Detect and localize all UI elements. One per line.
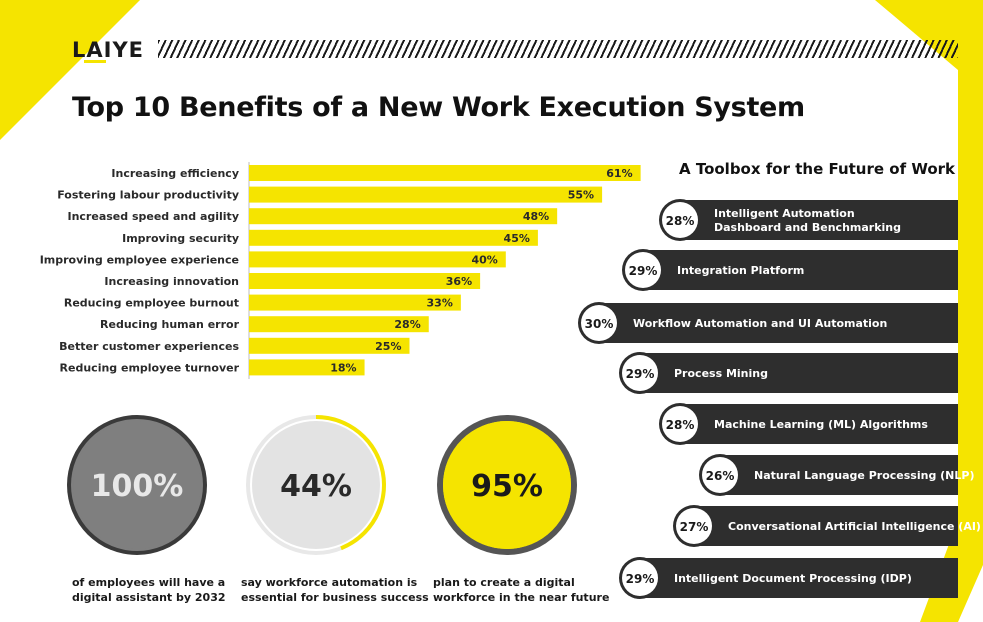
corner-stripe-top-left: [0, 0, 140, 140]
bar-value-label: 36%: [446, 275, 472, 288]
toolbox-title: A Toolbox for the Future of Work: [679, 160, 956, 178]
toolbox-percent-badge: [625, 252, 661, 288]
toolbox-percent-badge: [622, 355, 658, 391]
stat-caption-line: digital assistant by 2032: [72, 591, 226, 604]
bar-category-label: Reducing human error: [100, 318, 240, 331]
stat-value-label: 44%: [280, 469, 352, 504]
toolbox-percent-label: 30%: [585, 317, 614, 331]
bar: [249, 251, 506, 268]
bar: [249, 229, 538, 246]
toolbox-bar: [680, 404, 958, 444]
stat-value-label: 100%: [91, 469, 184, 504]
stat-caption-1: say workforce automation is essential fo…: [241, 575, 429, 605]
toolbox-item-label: Conversational Artificial Intelligence (…: [728, 520, 981, 533]
bar-category-label: Improving employee experience: [40, 253, 239, 266]
toolbox-percent-badge: [676, 508, 712, 544]
toolbox-percent-label: 29%: [626, 367, 655, 381]
toolbox-item-label: Workflow Automation and UI Automation: [633, 317, 887, 330]
toolbox-item-label: Natural Language Processing (NLP): [754, 469, 974, 482]
stat-caption-line: say workforce automation is: [241, 576, 418, 589]
bar: [249, 273, 481, 289]
toolbox-percent-badge: [662, 406, 698, 442]
stat-caption-line: essential for business success: [241, 591, 429, 604]
bar-category-label: Increasing innovation: [104, 275, 239, 288]
toolbox-bar: [599, 303, 958, 343]
stat-donut-center: [252, 421, 380, 549]
toolbox-item-label: Machine Learning (ML) Algorithms: [714, 418, 928, 431]
page-title: Top 10 Benefits of a New Work Execution …: [72, 92, 805, 123]
toolbox-percent-label: 28%: [666, 214, 695, 228]
bar-category-label: Reducing employee burnout: [64, 297, 239, 310]
bar-category-label: Improving security: [122, 232, 239, 245]
toolbox-bar: [720, 455, 958, 495]
toolbox-percent-label: 29%: [629, 264, 658, 278]
bar: [249, 208, 558, 225]
stat-donut-center: [73, 421, 201, 549]
bar: [249, 186, 603, 203]
bar-value-label: 45%: [504, 232, 530, 245]
bar-value-label: 55%: [568, 189, 594, 202]
bar-value-label: 18%: [330, 361, 356, 374]
toolbox-item-label: Intelligent Automation: [714, 207, 855, 220]
stat-donut-center: [443, 421, 571, 549]
stat-caption-line: plan to create a digital: [433, 576, 575, 589]
stat-caption-line: of employees will have a: [72, 576, 226, 589]
bar-value-label: 48%: [523, 210, 549, 223]
toolbox-percent-label: 29%: [626, 572, 655, 586]
bar: [249, 294, 461, 311]
toolbox-bar: [640, 558, 958, 598]
bar-category-label: Reducing employee turnover: [60, 361, 240, 374]
bar-category-label: Better customer experiences: [59, 340, 239, 353]
bar: [249, 359, 365, 376]
toolbox-item-label: Integration Platform: [677, 264, 804, 277]
toolbox-percent-label: 28%: [666, 418, 695, 432]
stat-value-label: 95%: [471, 469, 543, 504]
bar-value-label: 61%: [606, 167, 632, 180]
bar-category-label: Increasing efficiency: [111, 167, 239, 180]
stat-caption-2: plan to create a digital workforce in th…: [433, 575, 609, 605]
brand-logo: LAIYE: [72, 38, 144, 62]
toolbox-item-label: Intelligent Document Processing (IDP): [674, 572, 912, 585]
stat-caption-line: workforce in the near future: [433, 591, 610, 604]
toolbox-percent-badge: [702, 457, 738, 493]
bar: [249, 337, 410, 354]
bar-value-label: 25%: [375, 340, 401, 353]
toolbox-percent-label: 27%: [680, 520, 709, 534]
bar-value-label: 33%: [427, 297, 453, 310]
toolbox-percent-badge: [622, 560, 658, 596]
toolbox-percent-label: 26%: [706, 469, 735, 483]
side-stripe-right: [875, 0, 983, 622]
bar-category-label: Increased speed and agility: [67, 210, 239, 223]
toolbox-percent-badge: [581, 305, 617, 341]
toolbox-bar: [643, 250, 958, 290]
bar-category-label: Fostering labour productivity: [57, 189, 239, 202]
stat-caption-0: of employees will have a digital assista…: [72, 575, 226, 605]
toolbox-bar: [694, 506, 958, 546]
bar: [249, 165, 641, 181]
toolbox-bar: [640, 353, 958, 393]
toolbox-item-label: Dashboard and Benchmarking: [714, 221, 901, 234]
toolbox-percent-badge: [662, 202, 698, 238]
bar-value-label: 28%: [394, 318, 420, 331]
header-hatch-pattern: [158, 40, 958, 58]
bar: [249, 316, 429, 333]
toolbox-bar: [680, 200, 958, 240]
toolbox-item-label: Process Mining: [674, 367, 768, 380]
bar-value-label: 40%: [471, 253, 497, 266]
logo-underline: [84, 60, 106, 63]
